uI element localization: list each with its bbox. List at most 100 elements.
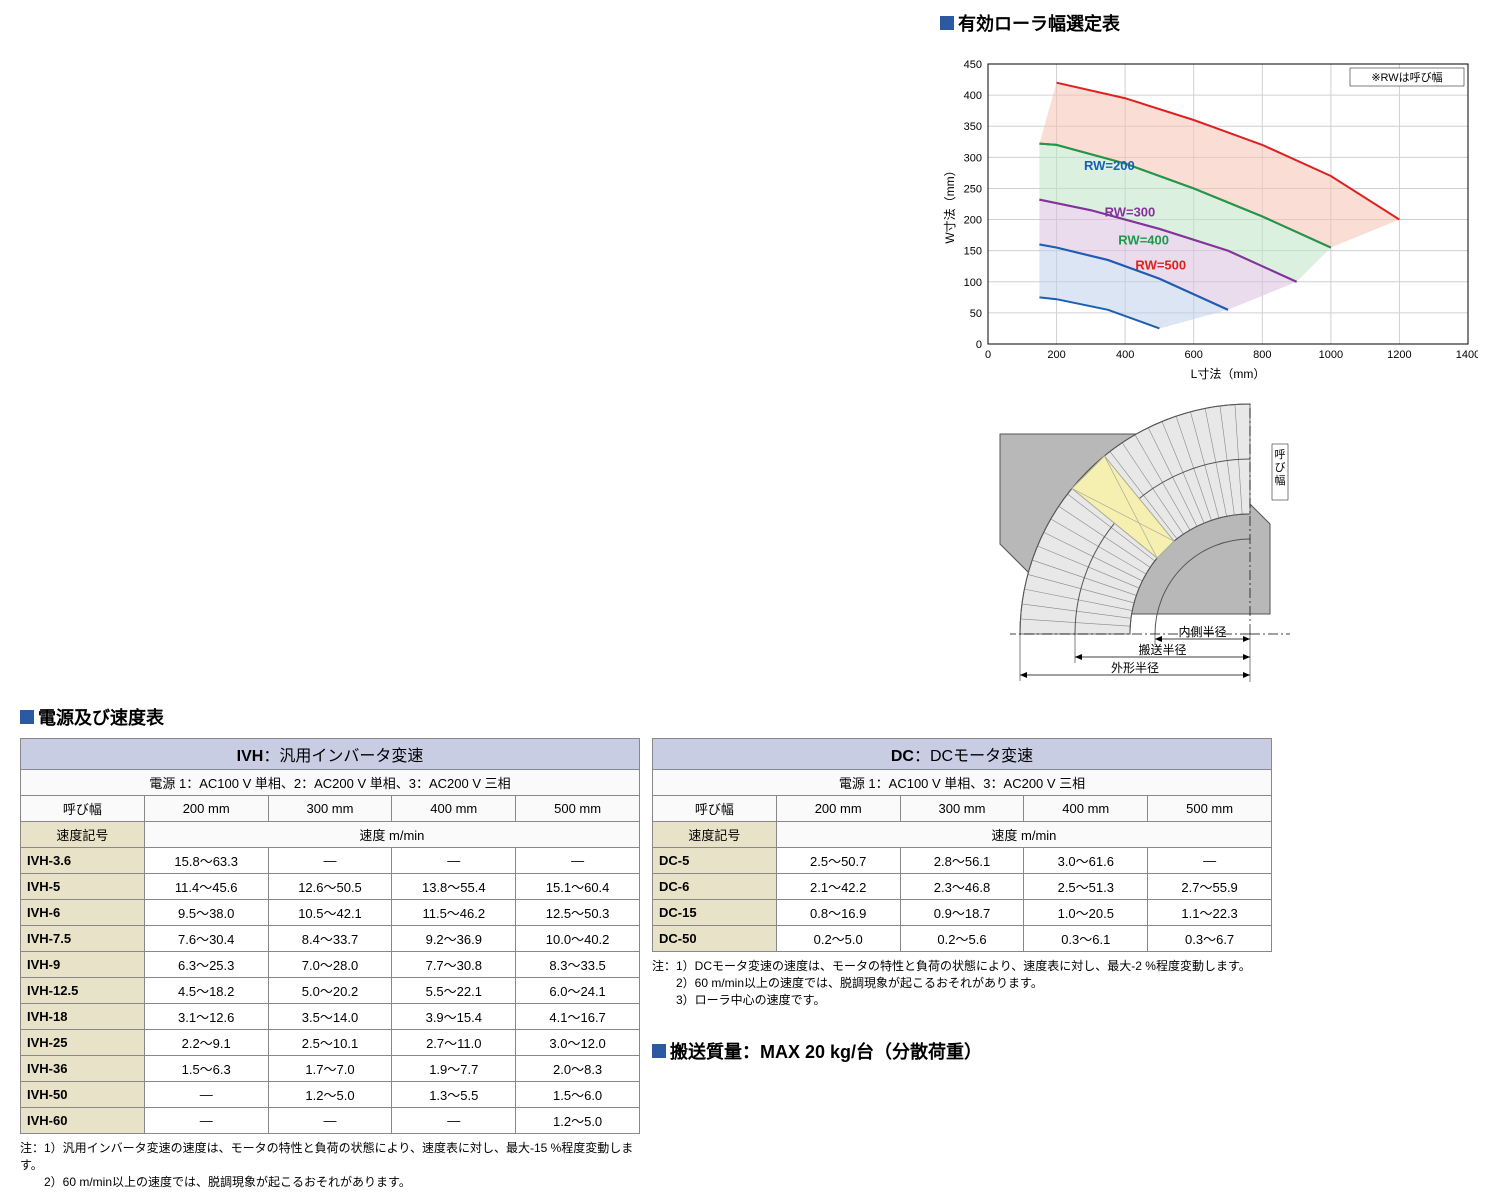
cell: 7.7～30.8: [392, 952, 516, 978]
width-label: 呼び幅: [653, 796, 777, 822]
cell: —: [1148, 848, 1272, 874]
dc-notes: 注：1）DCモータ変速の速度は、モータの特性と負荷の状態により、速度表に対し、最…: [652, 958, 1272, 1008]
cell: 1.3～5.5: [392, 1082, 516, 1108]
square-icon: [652, 1044, 666, 1058]
row-label: IVH-5: [21, 874, 145, 900]
width-col: 500 mm: [516, 796, 640, 822]
capacity: 搬送質量：MAX 20 kg/台（分散荷重）: [652, 1038, 1272, 1064]
cell: 2.3～46.8: [900, 874, 1024, 900]
width-col: 500 mm: [1148, 796, 1272, 822]
row-label: IVH-50: [21, 1082, 145, 1108]
chart-title: 有効ローラ幅選定表: [940, 10, 1480, 36]
svg-text:RW=500: RW=500: [1135, 257, 1186, 272]
cell: 4.5～18.2: [144, 978, 268, 1004]
row-label: IVH-3.6: [21, 848, 145, 874]
cell: 1.1～22.3: [1148, 900, 1272, 926]
cell: 6.0～24.1: [516, 978, 640, 1004]
cell: —: [144, 1108, 268, 1134]
cell: —: [268, 848, 392, 874]
svg-text:呼: 呼: [1275, 448, 1286, 461]
svg-text:RW=200: RW=200: [1084, 158, 1135, 173]
cell: 12.6～50.5: [268, 874, 392, 900]
width-col: 400 mm: [1024, 796, 1148, 822]
ivh-table: IVH：汎用インバータ変速 電源 1：AC100 V 単相、2：AC200 V …: [20, 738, 640, 1134]
cell: 2.5～51.3: [1024, 874, 1148, 900]
table-row: DC-150.8～16.90.9～18.71.0～20.51.1～22.3: [653, 900, 1272, 926]
cell: 2.7～55.9: [1148, 874, 1272, 900]
width-col: 300 mm: [268, 796, 392, 822]
svg-text:※RWは呼び幅: ※RWは呼び幅: [1371, 71, 1442, 84]
cell: 2.1～42.2: [776, 874, 900, 900]
cell: 2.5～10.1: [268, 1030, 392, 1056]
svg-text:400: 400: [1116, 349, 1134, 361]
table-row: IVH-69.5～38.010.5～42.111.5～46.212.5～50.3: [21, 900, 640, 926]
square-icon: [940, 16, 954, 30]
svg-text:450: 450: [964, 59, 982, 71]
table-row: IVH-183.1～12.63.5～14.03.9～15.44.1～16.7: [21, 1004, 640, 1030]
cell: 2.0～8.3: [516, 1056, 640, 1082]
svg-text:250: 250: [964, 183, 982, 195]
cell: 1.2～5.0: [516, 1108, 640, 1134]
capacity-text: 搬送質量：MAX 20 kg/台（分散荷重）: [670, 1038, 982, 1064]
cell: 15.1～60.4: [516, 874, 640, 900]
svg-text:1400: 1400: [1456, 349, 1478, 361]
cell: 13.8～55.4: [392, 874, 516, 900]
svg-text:50: 50: [970, 308, 982, 320]
cell: 10.0～40.2: [516, 926, 640, 952]
cell: 8.4～33.7: [268, 926, 392, 952]
cell: 1.5～6.0: [516, 1082, 640, 1108]
svg-text:1000: 1000: [1319, 349, 1343, 361]
svg-text:350: 350: [964, 121, 982, 133]
table-row: IVH-511.4～45.612.6～50.513.8～55.415.1～60.…: [21, 874, 640, 900]
cell: 15.8～63.3: [144, 848, 268, 874]
ivh-power: 電源 1：AC100 V 単相、2：AC200 V 単相、3：AC200 V 三…: [21, 770, 640, 796]
cell: 6.3～25.3: [144, 952, 268, 978]
svg-text:W寸法（mm）: W寸法（mm）: [943, 164, 957, 243]
cell: 9.5～38.0: [144, 900, 268, 926]
table-row: DC-52.5～50.72.8～56.13.0～61.6—: [653, 848, 1272, 874]
svg-text:RW=300: RW=300: [1105, 204, 1156, 219]
cell: 1.2～5.0: [268, 1082, 392, 1108]
cell: 1.9～7.7: [392, 1056, 516, 1082]
cell: —: [516, 848, 640, 874]
row-label: IVH-25: [21, 1030, 145, 1056]
row-label: IVH-7.5: [21, 926, 145, 952]
width-col: 300 mm: [900, 796, 1024, 822]
table-row: DC-62.1～42.22.3～46.82.5～51.32.7～55.9: [653, 874, 1272, 900]
row-label: DC-15: [653, 900, 777, 926]
cell: 0.3～6.1: [1024, 926, 1148, 952]
row-label: IVH-9: [21, 952, 145, 978]
svg-text:0: 0: [985, 349, 991, 361]
cell: 8.3～33.5: [516, 952, 640, 978]
row-label: DC-5: [653, 848, 777, 874]
cell: 7.0～28.0: [268, 952, 392, 978]
row-label: IVH-12.5: [21, 978, 145, 1004]
cell: 12.5～50.3: [516, 900, 640, 926]
cell: 1.0～20.5: [1024, 900, 1148, 926]
table-title: 電源及び速度表: [20, 704, 1480, 730]
cell: 0.2～5.0: [776, 926, 900, 952]
cell: 3.9～15.4: [392, 1004, 516, 1030]
table-title-text: 電源及び速度表: [38, 704, 164, 730]
ivh-speed-unit: 速度 m/min: [144, 822, 639, 848]
ivh-notes: 注：1）汎用インバータ変速の速度は、モータの特性と負荷の状態により、速度表に対し…: [20, 1140, 640, 1190]
table-row: IVH-252.2～9.12.5～10.12.7～11.03.0～12.0: [21, 1030, 640, 1056]
row-label: IVH-18: [21, 1004, 145, 1030]
cell: —: [144, 1082, 268, 1108]
cell: 4.1～16.7: [516, 1004, 640, 1030]
cell: 5.0～20.2: [268, 978, 392, 1004]
dc-power: 電源 1：AC100 V 単相、3：AC200 V 三相: [653, 770, 1272, 796]
table-row: IVH-12.54.5～18.25.0～20.25.5～22.16.0～24.1: [21, 978, 640, 1004]
ivh-title: IVH：汎用インバータ変速: [21, 739, 640, 770]
table-row: IVH-50—1.2～5.01.3～5.51.5～6.0: [21, 1082, 640, 1108]
cell: 0.9～18.7: [900, 900, 1024, 926]
cell: —: [392, 1108, 516, 1134]
svg-text:300: 300: [964, 152, 982, 164]
row-label: DC-6: [653, 874, 777, 900]
row-label: DC-50: [653, 926, 777, 952]
cell: 3.0～61.6: [1024, 848, 1148, 874]
roller-width-chart: 0200400600800100012001400050100150200250…: [940, 44, 1478, 384]
dc-title: DC：DCモータ変速: [653, 739, 1272, 770]
table-row: DC-500.2～5.00.2～5.60.3～6.10.3～6.7: [653, 926, 1272, 952]
svg-text:200: 200: [1047, 349, 1065, 361]
